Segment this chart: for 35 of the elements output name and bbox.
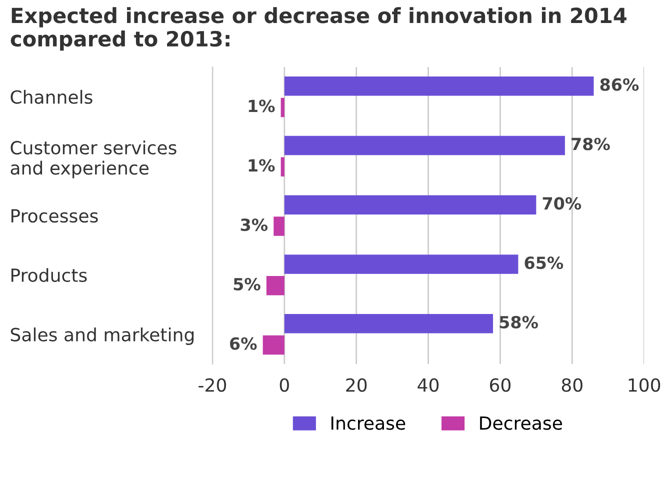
- x-tick-label: 20: [346, 378, 367, 392]
- legend-label: Increase: [331, 416, 406, 430]
- bar: [274, 216, 284, 236]
- data-label: 70%: [542, 197, 582, 210]
- data-label: 58%: [500, 316, 538, 328]
- data-label: 78%: [572, 138, 610, 150]
- y-tick-label: Sales and marketing: [10, 327, 194, 345]
- x-tick-label: 100: [628, 378, 660, 392]
- bar: [280, 157, 284, 176]
- data-label: 5%: [234, 278, 260, 290]
- chart-title: Expected increase or decrease of innovation in 2014 compared to 2013:: [10, 7, 626, 51]
- x-tick-label: 60: [490, 378, 510, 392]
- bar: [262, 335, 284, 355]
- data-label: 65%: [524, 256, 564, 270]
- bar: [284, 254, 518, 274]
- data-label: 3%: [240, 218, 268, 232]
- x-tick-label: -20: [198, 378, 226, 392]
- data-label: 1%: [248, 100, 275, 112]
- x-tick-label: 40: [418, 378, 439, 392]
- data-label: 86%: [600, 78, 639, 91]
- bar: [284, 76, 594, 96]
- bar: [284, 195, 536, 214]
- x-tick-label: 80: [562, 378, 582, 392]
- bar: [266, 276, 284, 296]
- y-tick-label: Customer services and experience: [10, 140, 176, 178]
- bar: [284, 136, 565, 156]
- legend-label: Decrease: [480, 416, 562, 430]
- y-tick-label: Products: [11, 268, 87, 282]
- data-label: 1%: [248, 159, 275, 172]
- y-tick-label: Processes: [11, 209, 98, 223]
- x-tick-label: 0: [280, 378, 289, 392]
- bar: [284, 314, 494, 334]
- y-tick-label: Channels: [10, 90, 92, 104]
- bar: [280, 98, 284, 118]
- data-label: 6%: [230, 337, 257, 350]
